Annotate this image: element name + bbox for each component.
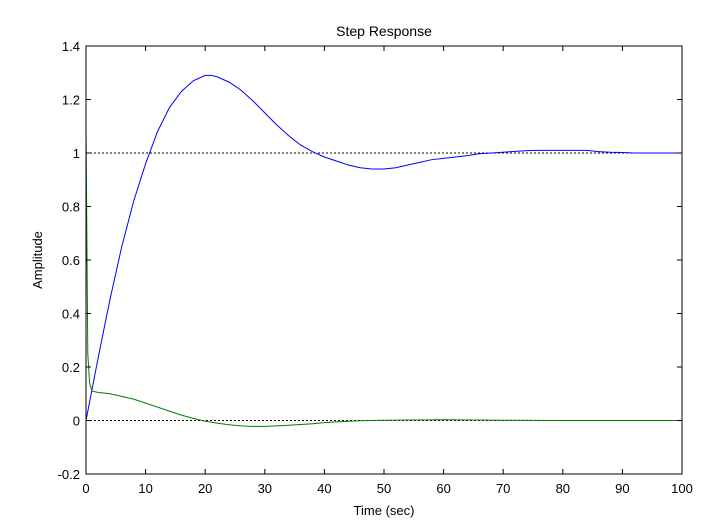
series-line-1 (85, 126, 682, 427)
x-tick-label: 20 (198, 481, 212, 496)
x-tick-label: 70 (496, 481, 510, 496)
x-tick-label: 100 (671, 481, 693, 496)
x-tick-label: 30 (258, 481, 272, 496)
x-tick-label: 60 (436, 481, 450, 496)
x-axis-label: Time (sec) (354, 503, 415, 518)
y-tick-label: 0 (73, 414, 80, 429)
chart-title: Step Response (336, 23, 432, 39)
x-tick-label: 50 (377, 481, 391, 496)
y-tick-label: 0.4 (62, 307, 80, 322)
tick-labels: 0 10 20 30 40 50 60 70 80 90 100-0.200.20.40.60.81… (58, 39, 693, 496)
y-tick-label: 0.8 (62, 200, 80, 215)
x-tick-label: 40 (317, 481, 331, 496)
tick-marks (85, 45, 683, 475)
series-layer (85, 74, 682, 427)
y-tick-label: 1 (73, 146, 80, 161)
series-line-0 (85, 74, 682, 421)
y-tick-label: 0.2 (62, 360, 80, 375)
x-tick-label: 10 (138, 481, 152, 496)
y-tick-label: 1.4 (62, 39, 80, 54)
plot-area (86, 46, 682, 474)
x-tick-label: 80 (556, 481, 570, 496)
y-tick-label: 0.6 (62, 253, 80, 268)
y-tick-label: -0.2 (58, 467, 80, 482)
y-tick-label: 1.2 (62, 93, 80, 108)
y-axis-label: Amplitude (30, 231, 45, 289)
x-tick-label: 90 (615, 481, 629, 496)
x-tick-label: 0 (82, 481, 89, 496)
